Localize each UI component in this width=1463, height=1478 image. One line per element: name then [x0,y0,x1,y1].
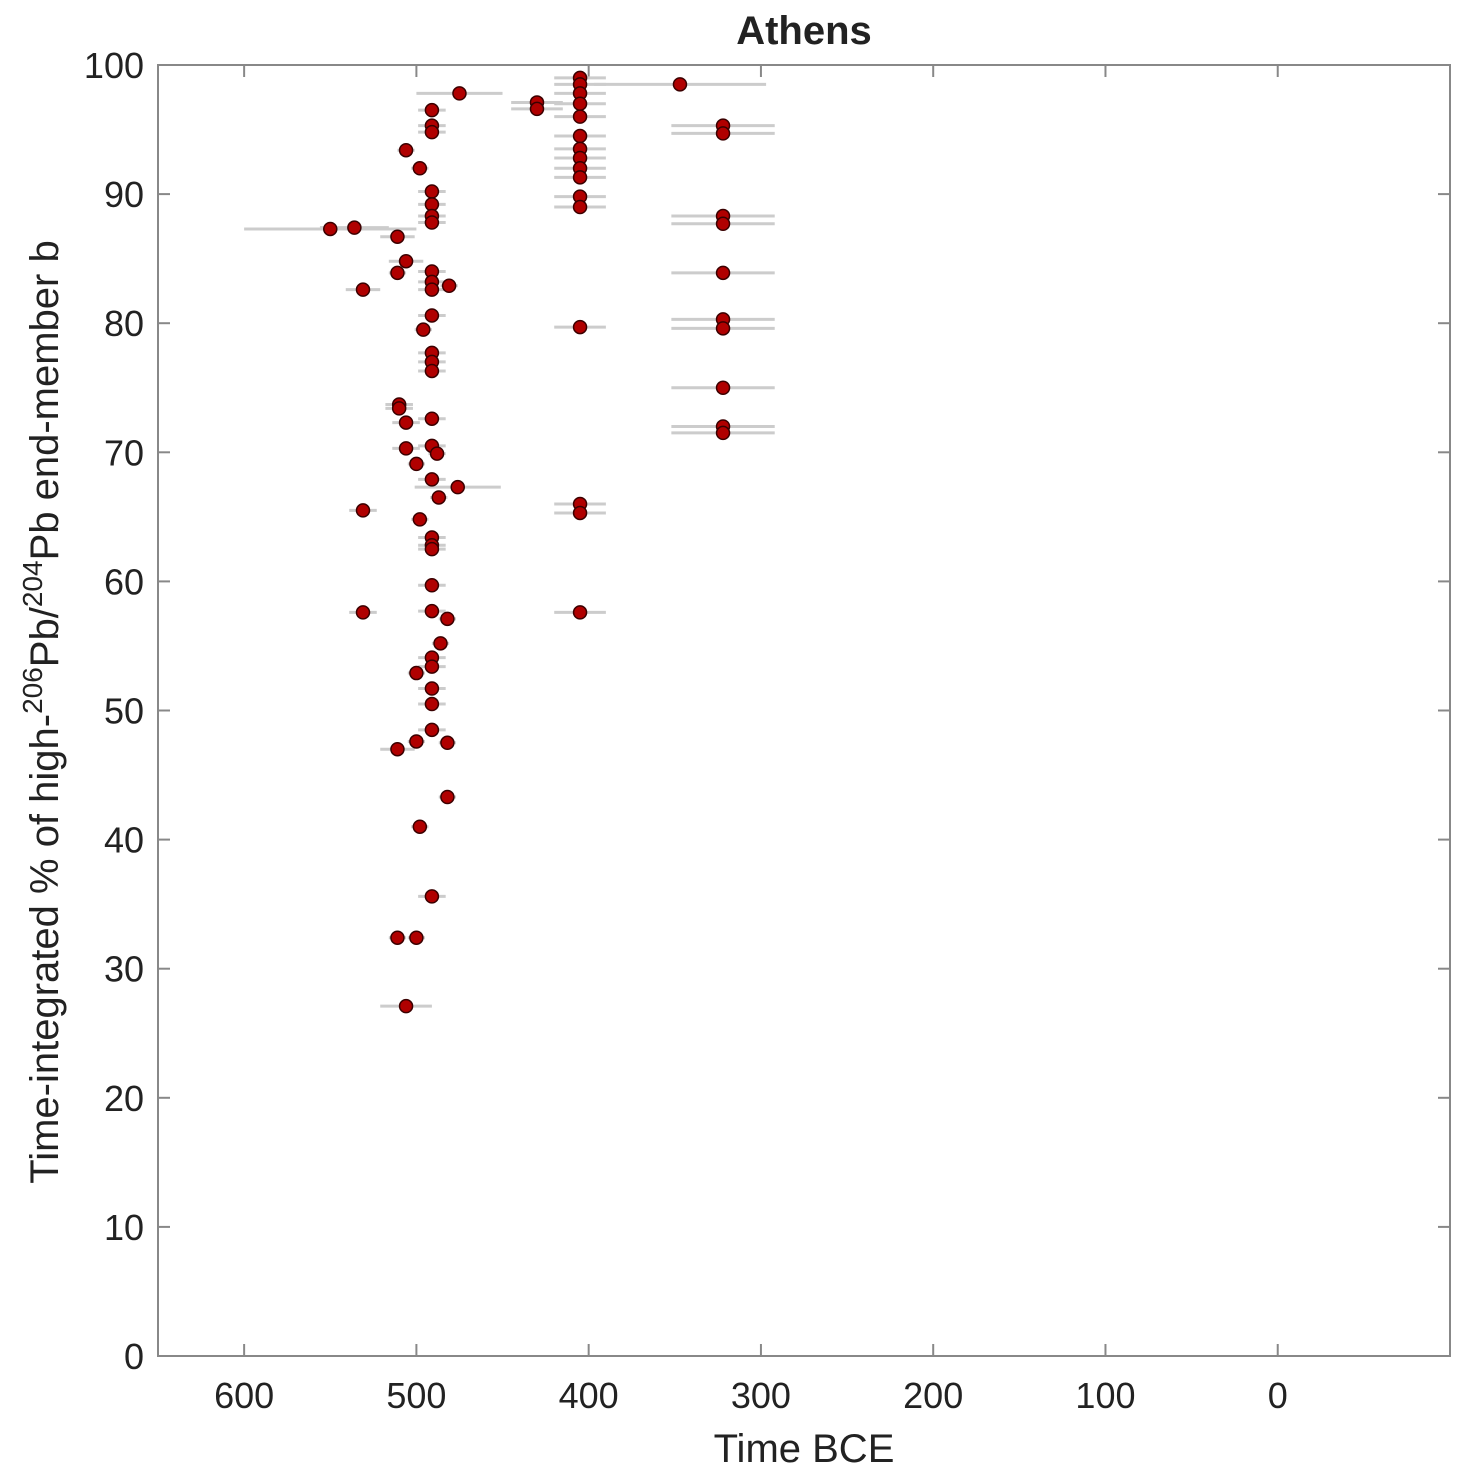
data-point [572,319,588,335]
plot-frame [157,64,1451,1357]
y-tick-label: 40 [104,820,144,861]
y-axis-label: Time-integrated % of high-206Pb/204Pb en… [17,240,67,1183]
x-tick-label: 500 [386,1375,446,1416]
y-tick-label: 90 [104,174,144,215]
y-tick-label: 60 [104,561,144,602]
data-point [572,505,588,521]
data-point [424,659,440,674]
y-tick-label: 10 [104,1207,144,1248]
y-label-superscript: 206 [17,667,48,714]
data-point [409,665,424,681]
x-tick-label: 100 [1075,1375,1135,1416]
data-point [390,930,405,945]
x-tick-label: 300 [731,1375,791,1416]
data-point [572,128,588,144]
data-point [391,401,407,416]
data-point [390,229,405,244]
data-point [347,220,362,235]
data-point [431,490,447,505]
data-point [398,441,414,456]
data-point [715,126,731,141]
data-point [450,479,465,495]
data-point [440,735,455,751]
data-point [416,322,431,337]
data-point [672,77,688,92]
y-label-part: Time-integrated % of high- [23,714,67,1184]
y-label-superscript: 204 [17,560,48,607]
data-point [424,215,440,230]
data-point [424,889,440,904]
data-point [424,124,440,140]
data-point [424,696,440,712]
x-tick-label: 0 [1268,1375,1288,1416]
data-point [424,308,440,323]
data-point [572,199,588,215]
y-tick-label: 100 [84,45,144,86]
data-point [572,170,588,185]
data-point [433,636,448,651]
data-point [441,278,457,294]
data-point [412,819,428,834]
y-label-part: Pb/ [23,606,67,667]
data-point [424,363,440,379]
data-point [424,184,440,199]
data-point [715,216,731,232]
data-point [529,101,545,117]
data-point [715,265,731,281]
data-point [412,161,428,176]
data-point [424,282,440,297]
y-label-part: Pb end-member b [23,240,67,560]
data-point [424,472,440,487]
data-point [323,221,338,237]
x-tick-label: 400 [559,1375,619,1416]
data-point [409,930,424,945]
data-point [390,265,405,281]
data-point [440,789,455,805]
data-point [424,603,440,619]
data-point [412,512,428,527]
data-point [424,411,440,426]
y-tick-label: 80 [104,303,144,344]
data-point [398,415,414,430]
data-point [424,541,440,557]
data-point [398,253,414,269]
data-point [424,722,440,738]
data-point [424,578,440,593]
data-point [715,321,731,336]
y-tick-label: 70 [104,432,144,473]
data-point [355,605,371,620]
y-tick-label: 30 [104,949,144,990]
data-point [390,741,405,757]
data-point [355,503,371,518]
chart-title: Athens [736,9,872,53]
x-tick-label: 600 [214,1375,274,1416]
data-point [440,611,455,627]
data-point [429,446,445,461]
y-tick-label: 20 [104,1078,144,1119]
x-axis-label: Time BCE [714,1427,895,1471]
data-point [409,456,424,472]
data-point [572,96,588,111]
data-point [715,380,731,395]
y-tick-label: 0 [124,1336,144,1377]
data-point [715,425,731,441]
data-point [424,681,440,696]
data-point [409,734,424,749]
data-point [452,86,467,101]
data-point [355,282,371,297]
data-point [398,142,414,158]
data-point [424,102,440,118]
data-point [398,998,414,1014]
y-tick-label: 50 [104,691,144,732]
data-point [572,605,588,620]
data-point [572,109,588,124]
x-tick-label: 200 [903,1375,963,1416]
